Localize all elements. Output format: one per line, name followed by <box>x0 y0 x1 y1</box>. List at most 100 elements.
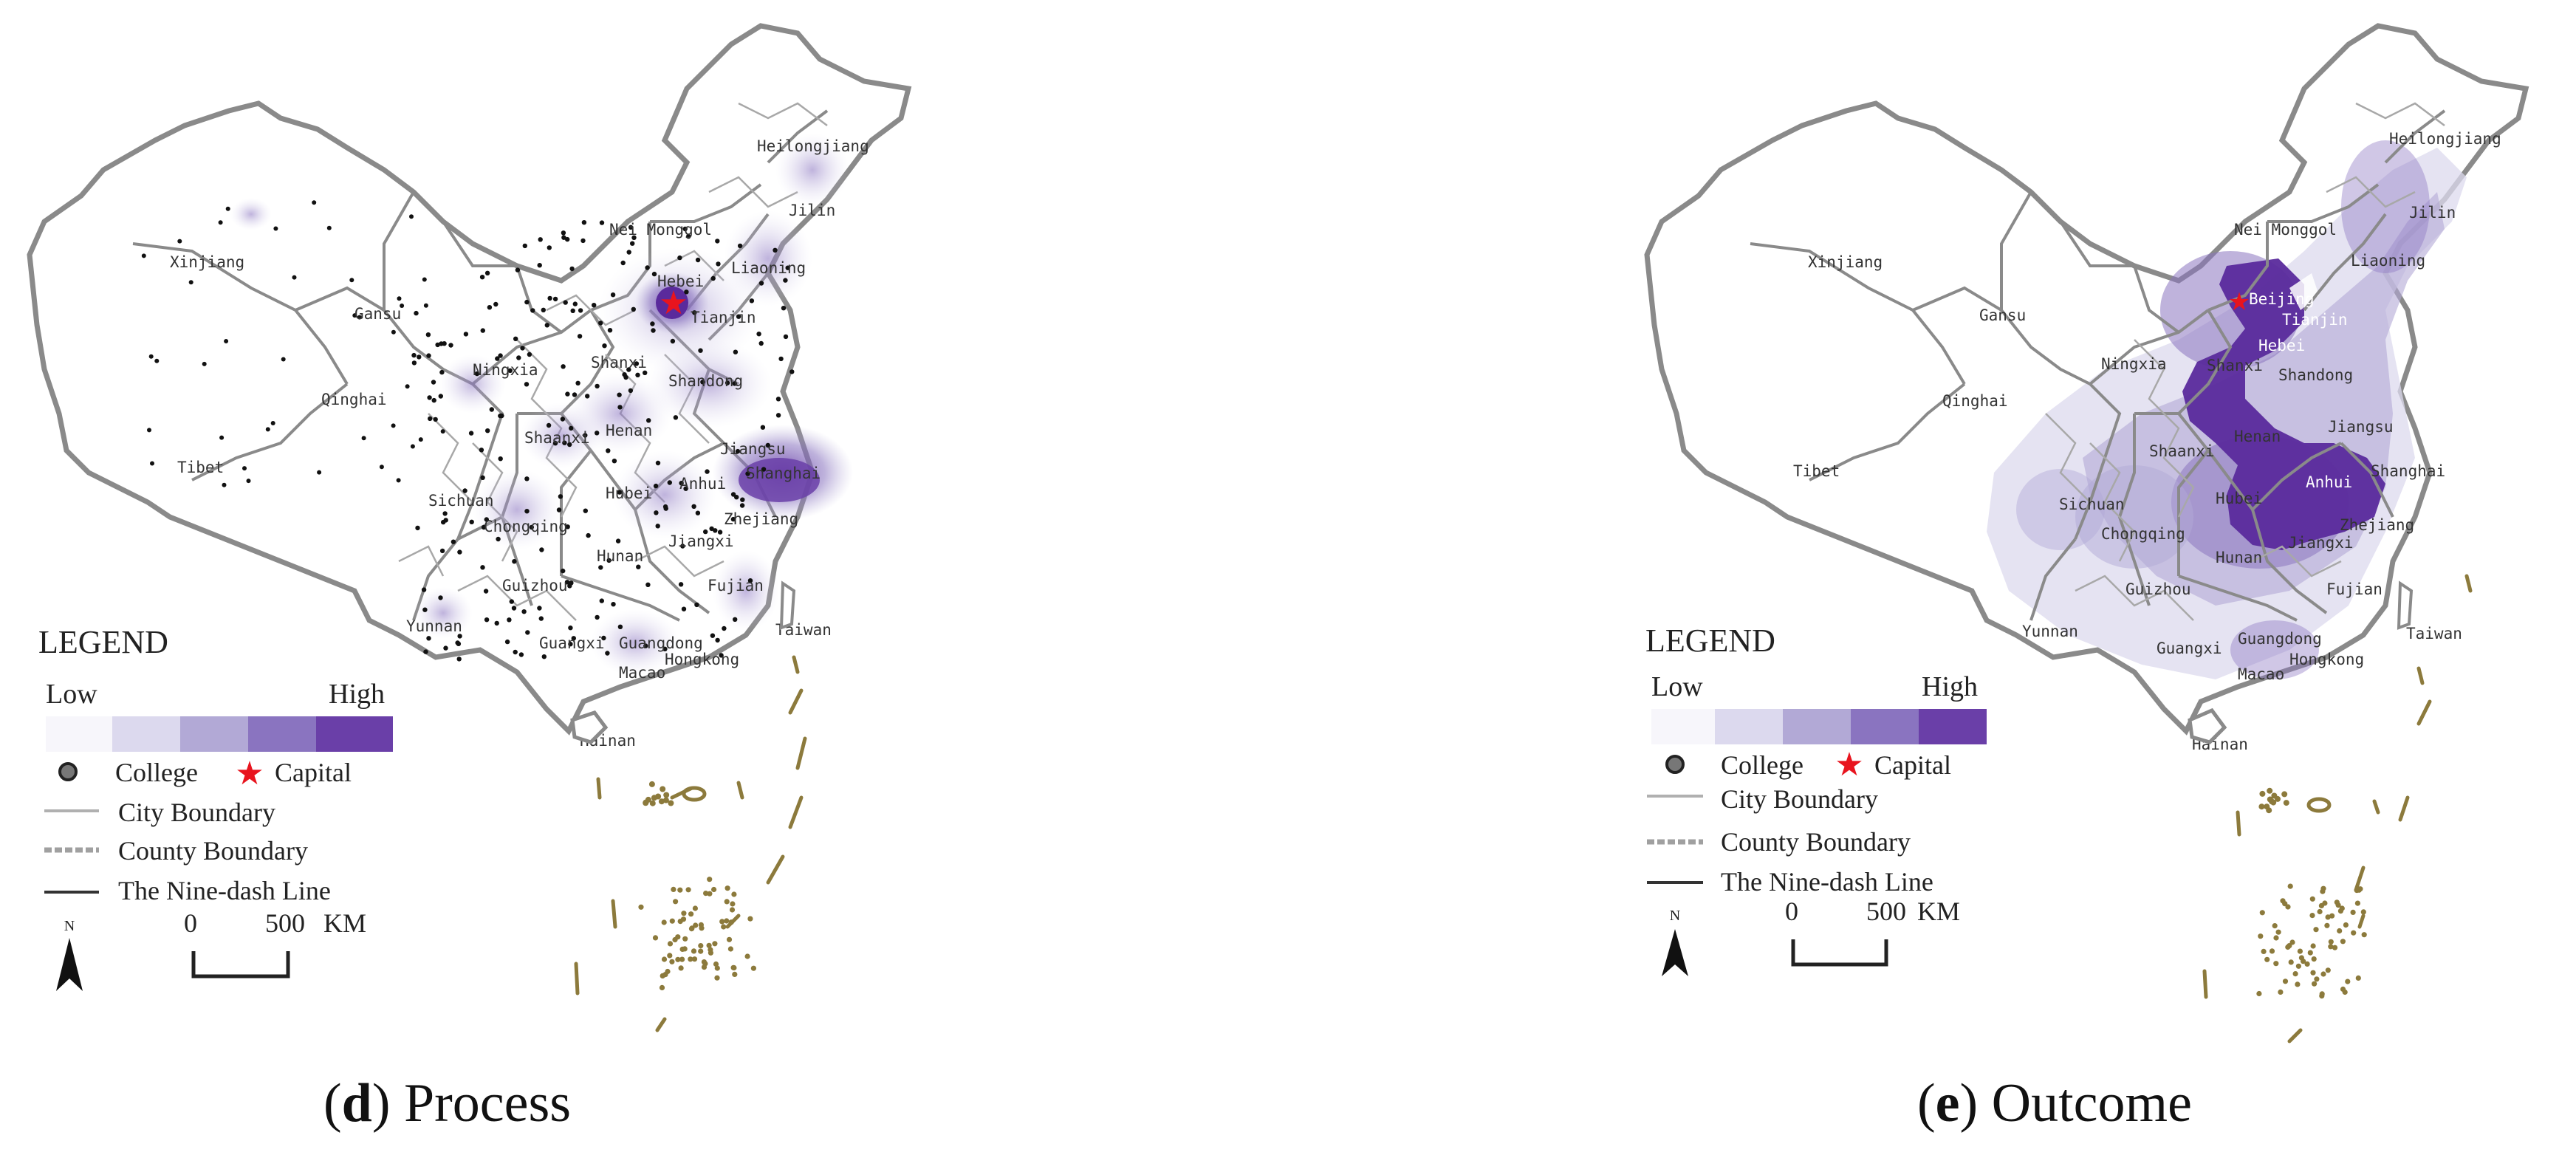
college-dot <box>411 360 417 366</box>
college-dot <box>733 617 738 622</box>
college-dot <box>414 310 419 316</box>
island-dot <box>2285 904 2291 910</box>
map-process: ★ Xinjiang Gansu Qinghai Tibet Nei Mongg… <box>27 23 912 1134</box>
college-dot <box>569 425 574 431</box>
college-dot <box>443 645 448 651</box>
island-dot <box>2288 959 2294 965</box>
college-dot <box>423 649 428 654</box>
island-dot <box>2320 885 2326 891</box>
label-shanghai: Shanghai <box>2371 462 2445 480</box>
island-dot <box>2324 922 2330 928</box>
college-dot <box>710 275 716 281</box>
college-dot <box>246 479 251 484</box>
college-dot <box>521 609 527 614</box>
college-dot <box>480 565 485 570</box>
island-dot <box>2269 948 2275 954</box>
island-dot <box>727 946 734 952</box>
island-dot <box>2311 956 2317 962</box>
island-dot <box>2310 943 2316 949</box>
college-dot <box>439 548 445 554</box>
college-dot <box>480 475 485 480</box>
label-liaoning: Liaoning <box>731 259 806 277</box>
college-dot <box>606 448 611 453</box>
college-dot <box>773 247 778 253</box>
college-dot <box>733 349 739 354</box>
label-heilongjiang: Heilongjiang <box>2389 130 2501 148</box>
label-jiangxi: Jiangxi <box>2288 534 2354 552</box>
college-dot <box>438 394 443 399</box>
legend-title: LEGEND <box>1645 623 1775 659</box>
province-labels: Xinjiang Gansu Qinghai Tibet Nei Monggol… <box>170 137 869 750</box>
college-dot <box>564 580 570 585</box>
college-dot <box>541 654 547 659</box>
college-dot <box>569 266 575 272</box>
island-dot <box>673 899 679 905</box>
college-dot <box>572 392 578 397</box>
island-dot <box>2273 935 2279 941</box>
island-dot <box>703 891 709 897</box>
college-dot <box>592 303 597 308</box>
college-dot <box>541 307 546 312</box>
college-dot <box>456 641 462 646</box>
college-dot <box>691 504 696 509</box>
college-dot <box>761 467 767 472</box>
legend-high: High <box>1922 671 1978 702</box>
college-dot <box>409 214 414 219</box>
college-dot <box>662 646 668 651</box>
college-dot <box>737 243 743 249</box>
college-dot <box>636 564 641 569</box>
north-label: N <box>64 918 75 934</box>
college-dot <box>560 417 566 422</box>
island-dot <box>2259 910 2265 916</box>
island-dot <box>2297 948 2303 954</box>
college-dot <box>651 271 657 277</box>
island-dot <box>2312 981 2318 987</box>
college-dot <box>775 397 781 402</box>
college-dot <box>202 361 207 366</box>
college-dot <box>694 602 699 608</box>
island-dot <box>2328 944 2334 950</box>
label-zhejiang: Zhejiang <box>2340 516 2414 534</box>
college-dot <box>677 255 682 261</box>
label-tianjin: Tianjin <box>691 309 756 326</box>
scale-unit: KM <box>323 908 366 938</box>
label-nei-monggol: Nei Monggol <box>2234 221 2337 239</box>
island-dot <box>2278 989 2284 995</box>
label-guangxi: Guangxi <box>539 634 605 652</box>
legend-class-1 <box>46 716 112 752</box>
island-dot <box>648 781 655 787</box>
college-dot <box>626 250 631 255</box>
college-dot <box>498 413 503 419</box>
island-dot <box>2329 913 2335 919</box>
college-dot <box>423 303 428 308</box>
label-henan: Henan <box>606 422 652 439</box>
college-dot <box>524 382 530 387</box>
label-qinghai: Qinghai <box>1942 392 2008 410</box>
college-dot <box>631 235 637 240</box>
college-dot <box>418 437 423 442</box>
legend: LEGEND Low High College ★ Capital City B… <box>38 624 393 991</box>
island-dot <box>744 953 750 959</box>
college-dot <box>494 620 499 626</box>
college-dot <box>583 508 588 513</box>
college-dot <box>147 428 151 433</box>
college-dot <box>484 270 490 275</box>
legend-county-boundary: County Boundary <box>1721 827 1911 857</box>
college-dot <box>224 339 229 343</box>
college-dot <box>425 332 431 337</box>
college-dot <box>765 442 771 448</box>
island-dot <box>2295 963 2301 969</box>
label-guangdong: Guangdong <box>2238 630 2322 648</box>
college-dot <box>569 580 574 586</box>
college-dots <box>141 200 795 662</box>
island-dot <box>675 956 681 962</box>
scale-bar <box>191 951 290 979</box>
college-dot <box>451 539 456 544</box>
island-dot <box>2270 799 2277 806</box>
island-dot <box>2350 909 2356 915</box>
college-dot <box>400 304 405 308</box>
scale-bar <box>1791 939 1888 967</box>
label-jiangsu: Jiangsu <box>2328 418 2394 436</box>
island-dot <box>682 936 688 942</box>
island-dot <box>2283 800 2289 806</box>
